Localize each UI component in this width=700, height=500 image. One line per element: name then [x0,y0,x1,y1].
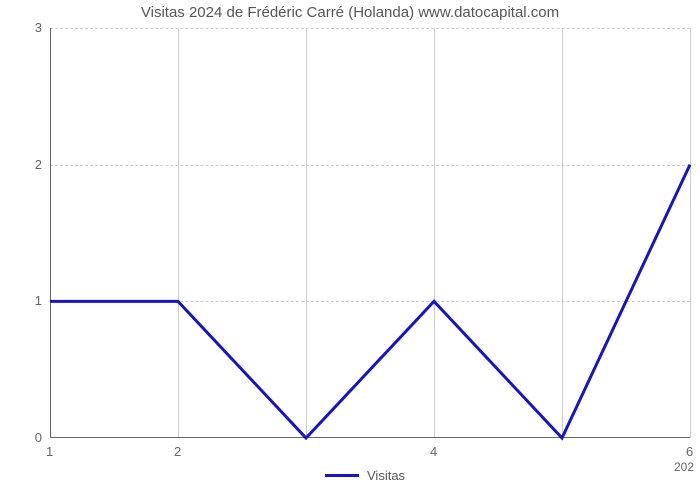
subscript-label: 202 [674,460,694,474]
series-line [50,28,690,438]
plot-area [50,28,690,438]
chart-wrapper: { "chart": { "type": "line", "title": "V… [0,0,700,500]
y-tick-label: 1 [35,293,42,308]
chart-title: Visitas 2024 de Frédéric Carré (Holanda)… [0,4,700,21]
legend-swatch [325,474,359,477]
y-tick-label: 3 [35,20,42,35]
y-tick-label: 2 [35,157,42,172]
legend: Visitas [325,468,405,483]
legend-label: Visitas [367,468,405,483]
grid-line-vertical [690,28,691,438]
x-tick-label: 1 [46,444,53,459]
x-tick-label: 2 [174,444,181,459]
y-tick-label: 0 [35,430,42,445]
x-tick-label: 6 [686,444,693,459]
x-tick-label: 4 [430,444,437,459]
